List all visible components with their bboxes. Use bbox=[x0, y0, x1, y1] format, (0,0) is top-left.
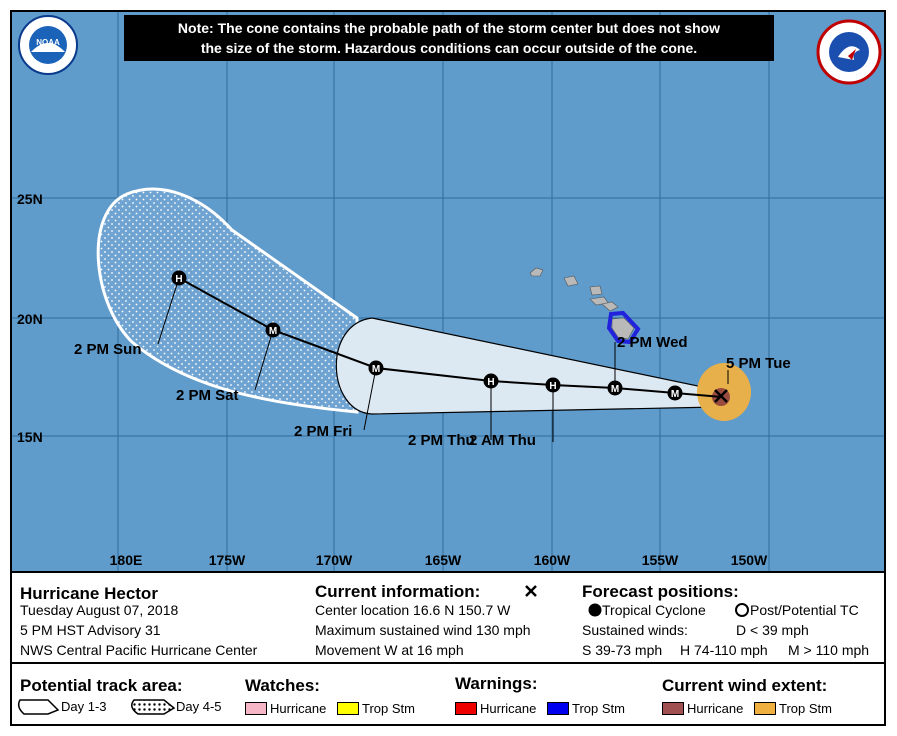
forecast-track-line bbox=[178, 277, 723, 398]
track-label: 2 AM Thu bbox=[469, 432, 536, 449]
track-label: 2 PM Fri bbox=[294, 423, 352, 440]
svg-text:M: M bbox=[372, 364, 380, 375]
warnings-title: Warnings: bbox=[455, 674, 538, 693]
wind-hurricane-label: Hurricane bbox=[687, 701, 744, 716]
track-marker: M bbox=[667, 385, 683, 401]
advisory-date: Tuesday August 07, 2018 bbox=[20, 602, 179, 618]
latitude-label: 15N bbox=[17, 429, 43, 445]
noaa-logo: NOAA bbox=[18, 15, 78, 75]
hawaiian-islands bbox=[529, 267, 635, 340]
track-label: 2 PM Sun bbox=[74, 341, 142, 358]
m-winds-label: M > 110 mph bbox=[788, 642, 870, 658]
longitude-label: 175W bbox=[209, 552, 246, 568]
warn-hurricane-label: Hurricane bbox=[480, 701, 537, 716]
advisory-number: 5 PM HST Advisory 31 bbox=[20, 622, 161, 638]
track-label: 2 PM Wed bbox=[617, 334, 688, 351]
day45-cone-icon bbox=[131, 699, 176, 715]
wind-tropstm-label: Trop Stm bbox=[779, 701, 832, 716]
svg-text:M: M bbox=[611, 384, 619, 395]
tropical-cyclone-icon bbox=[588, 603, 602, 617]
longitude-label: 170W bbox=[316, 552, 353, 568]
track-markers: M M H H M M H bbox=[171, 270, 728, 403]
track-map: M M H H M M H bbox=[12, 12, 884, 715]
track-label: 2 PM Thu bbox=[408, 432, 475, 449]
movement: Movement W at 16 mph bbox=[315, 642, 464, 658]
watch-tropstm-label: Trop Stm bbox=[362, 701, 415, 716]
current-info-title: Current information: bbox=[315, 582, 481, 601]
hurricane-graphic: M M H H M M H bbox=[10, 10, 886, 726]
track-labels: 5 PM Tue 2 PM Wed 2 AM Thu 2 PM Thu 2 PM… bbox=[74, 334, 791, 449]
post-tc-label: Post/Potential TC bbox=[750, 602, 859, 618]
forecast-title: Forecast positions: bbox=[582, 582, 739, 601]
watch-tropstm-swatch bbox=[337, 702, 359, 715]
warn-hurricane-swatch bbox=[455, 702, 477, 715]
svg-text:H: H bbox=[175, 274, 182, 285]
wind-extent-title: Current wind extent: bbox=[662, 676, 828, 695]
track-marker: M bbox=[607, 380, 623, 396]
nws-logo bbox=[816, 19, 882, 85]
track-marker: H bbox=[545, 377, 561, 393]
x-mark-icon bbox=[525, 585, 537, 597]
tropical-cyclone-label: Tropical Cyclone bbox=[602, 602, 706, 618]
post-tc-icon bbox=[735, 603, 749, 617]
track-marker-current bbox=[714, 389, 728, 403]
longitude-label: 160W bbox=[534, 552, 571, 568]
watches-title: Watches: bbox=[245, 676, 320, 695]
note-line-2: the size of the storm. Hazardous conditi… bbox=[201, 40, 697, 56]
svg-text:H: H bbox=[549, 381, 556, 392]
longitude-label: 180E bbox=[110, 552, 143, 568]
note-box bbox=[124, 15, 774, 61]
track-label: 2 PM Sat bbox=[176, 387, 239, 404]
day13-cone-icon bbox=[17, 699, 60, 715]
h-winds-label: H 74-110 mph bbox=[680, 642, 768, 658]
latitude-label: 25N bbox=[17, 191, 43, 207]
tropical-storm-warning-outline bbox=[606, 310, 641, 345]
watch-hurricane-swatch bbox=[245, 702, 267, 715]
svg-text:NOAA: NOAA bbox=[36, 38, 60, 47]
longitude-label: 165W bbox=[425, 552, 462, 568]
longitude-label: 150W bbox=[731, 552, 768, 568]
center-location: Center location 16.6 N 150.7 W bbox=[315, 602, 511, 618]
warn-tropstm-swatch bbox=[547, 702, 569, 715]
svg-text:H: H bbox=[487, 377, 494, 388]
day13-label: Day 1-3 bbox=[61, 699, 107, 714]
cone-day45 bbox=[96, 187, 359, 414]
day45-label: Day 4-5 bbox=[176, 699, 222, 714]
warn-tropstm-label: Trop Stm bbox=[572, 701, 625, 716]
track-marker: H bbox=[171, 270, 187, 286]
storm-name: Hurricane Hector bbox=[20, 584, 158, 603]
issuing-center: NWS Central Pacific Hurricane Center bbox=[20, 642, 258, 658]
svg-text:M: M bbox=[269, 326, 277, 337]
track-marker: M bbox=[265, 322, 281, 338]
latitude-label: 20N bbox=[17, 311, 43, 327]
track-marker: M bbox=[368, 360, 384, 376]
svg-text:M: M bbox=[671, 389, 679, 400]
label-leaders bbox=[157, 277, 729, 442]
s-winds-label: S 39-73 mph bbox=[582, 642, 663, 658]
wind-tropstm-swatch bbox=[754, 702, 776, 715]
longitude-label: 155W bbox=[642, 552, 679, 568]
d-winds-label: D < 39 mph bbox=[736, 622, 809, 638]
sustained-winds-label: Sustained winds: bbox=[582, 622, 688, 638]
max-wind: Maximum sustained wind 130 mph bbox=[315, 622, 531, 638]
watch-hurricane-label: Hurricane bbox=[270, 701, 327, 716]
note-line-1: Note: The cone contains the probable pat… bbox=[178, 20, 720, 36]
track-area-title: Potential track area: bbox=[20, 676, 183, 695]
track-label: 5 PM Tue bbox=[726, 355, 791, 372]
track-marker: H bbox=[483, 373, 499, 389]
wind-hurricane-swatch bbox=[662, 702, 684, 715]
